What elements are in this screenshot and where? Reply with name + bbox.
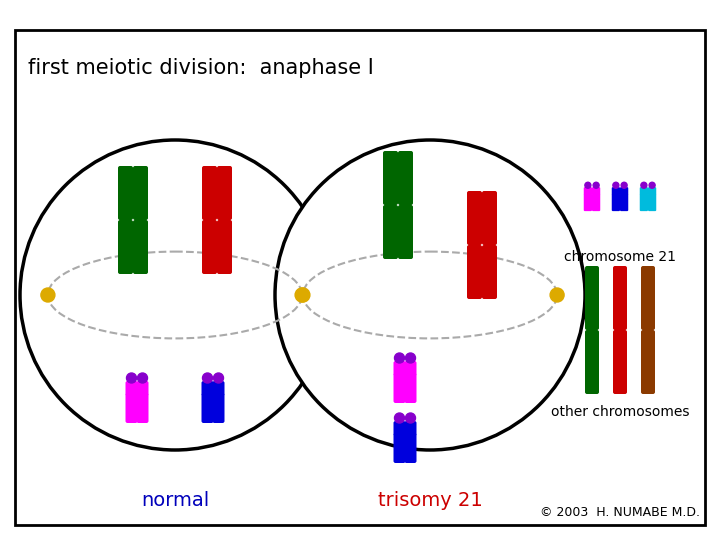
FancyBboxPatch shape: [613, 266, 627, 330]
FancyBboxPatch shape: [585, 330, 599, 394]
Circle shape: [296, 288, 310, 302]
Circle shape: [20, 140, 330, 450]
Circle shape: [405, 413, 415, 423]
FancyBboxPatch shape: [217, 220, 232, 274]
Circle shape: [214, 373, 223, 383]
FancyBboxPatch shape: [137, 381, 148, 396]
FancyBboxPatch shape: [383, 151, 398, 205]
FancyBboxPatch shape: [640, 194, 648, 211]
FancyBboxPatch shape: [133, 220, 148, 274]
FancyBboxPatch shape: [592, 187, 600, 195]
FancyBboxPatch shape: [405, 373, 416, 403]
Circle shape: [621, 183, 627, 188]
FancyBboxPatch shape: [585, 266, 599, 330]
Circle shape: [395, 353, 405, 363]
Circle shape: [138, 373, 148, 383]
FancyBboxPatch shape: [584, 187, 592, 195]
FancyBboxPatch shape: [613, 330, 627, 394]
FancyBboxPatch shape: [118, 166, 133, 220]
FancyBboxPatch shape: [405, 361, 416, 376]
Circle shape: [593, 183, 599, 188]
FancyBboxPatch shape: [640, 187, 648, 195]
Circle shape: [127, 373, 137, 383]
Circle shape: [641, 183, 647, 188]
FancyBboxPatch shape: [648, 187, 656, 195]
Circle shape: [550, 288, 564, 302]
FancyBboxPatch shape: [641, 330, 655, 394]
Text: trisomy 21: trisomy 21: [377, 490, 482, 510]
FancyBboxPatch shape: [620, 187, 629, 195]
FancyBboxPatch shape: [202, 393, 214, 423]
FancyBboxPatch shape: [641, 266, 655, 330]
Text: © 2003  H. NUMABE M.D.: © 2003 H. NUMABE M.D.: [540, 505, 700, 518]
Circle shape: [613, 183, 619, 188]
FancyBboxPatch shape: [620, 194, 629, 211]
Circle shape: [295, 288, 309, 302]
FancyBboxPatch shape: [125, 393, 138, 423]
FancyBboxPatch shape: [217, 166, 232, 220]
Text: first meiotic division:  anaphase I: first meiotic division: anaphase I: [28, 58, 374, 78]
FancyBboxPatch shape: [202, 381, 214, 396]
Circle shape: [649, 183, 655, 188]
FancyBboxPatch shape: [133, 166, 148, 220]
Text: normal: normal: [141, 490, 209, 510]
FancyBboxPatch shape: [398, 205, 413, 259]
FancyBboxPatch shape: [584, 194, 592, 211]
FancyBboxPatch shape: [212, 381, 225, 396]
Text: chromosome 21: chromosome 21: [564, 250, 676, 264]
FancyBboxPatch shape: [482, 245, 497, 299]
FancyBboxPatch shape: [202, 166, 217, 220]
FancyBboxPatch shape: [394, 421, 405, 436]
Circle shape: [395, 413, 405, 423]
FancyBboxPatch shape: [467, 191, 482, 245]
Text: other chromosomes: other chromosomes: [551, 405, 689, 419]
FancyBboxPatch shape: [137, 393, 148, 423]
FancyBboxPatch shape: [405, 433, 416, 463]
FancyBboxPatch shape: [202, 220, 217, 274]
FancyBboxPatch shape: [394, 373, 405, 403]
FancyBboxPatch shape: [648, 194, 656, 211]
FancyBboxPatch shape: [612, 194, 620, 211]
FancyBboxPatch shape: [394, 433, 405, 463]
Circle shape: [275, 140, 585, 450]
Circle shape: [585, 183, 591, 188]
Circle shape: [405, 353, 415, 363]
FancyBboxPatch shape: [405, 421, 416, 436]
FancyBboxPatch shape: [394, 361, 405, 376]
FancyBboxPatch shape: [118, 220, 133, 274]
Circle shape: [202, 373, 212, 383]
Circle shape: [41, 288, 55, 302]
FancyBboxPatch shape: [612, 187, 620, 195]
FancyBboxPatch shape: [383, 205, 398, 259]
FancyBboxPatch shape: [398, 151, 413, 205]
FancyBboxPatch shape: [467, 245, 482, 299]
FancyBboxPatch shape: [482, 191, 497, 245]
FancyBboxPatch shape: [592, 194, 600, 211]
FancyBboxPatch shape: [212, 393, 225, 423]
FancyBboxPatch shape: [125, 381, 138, 396]
